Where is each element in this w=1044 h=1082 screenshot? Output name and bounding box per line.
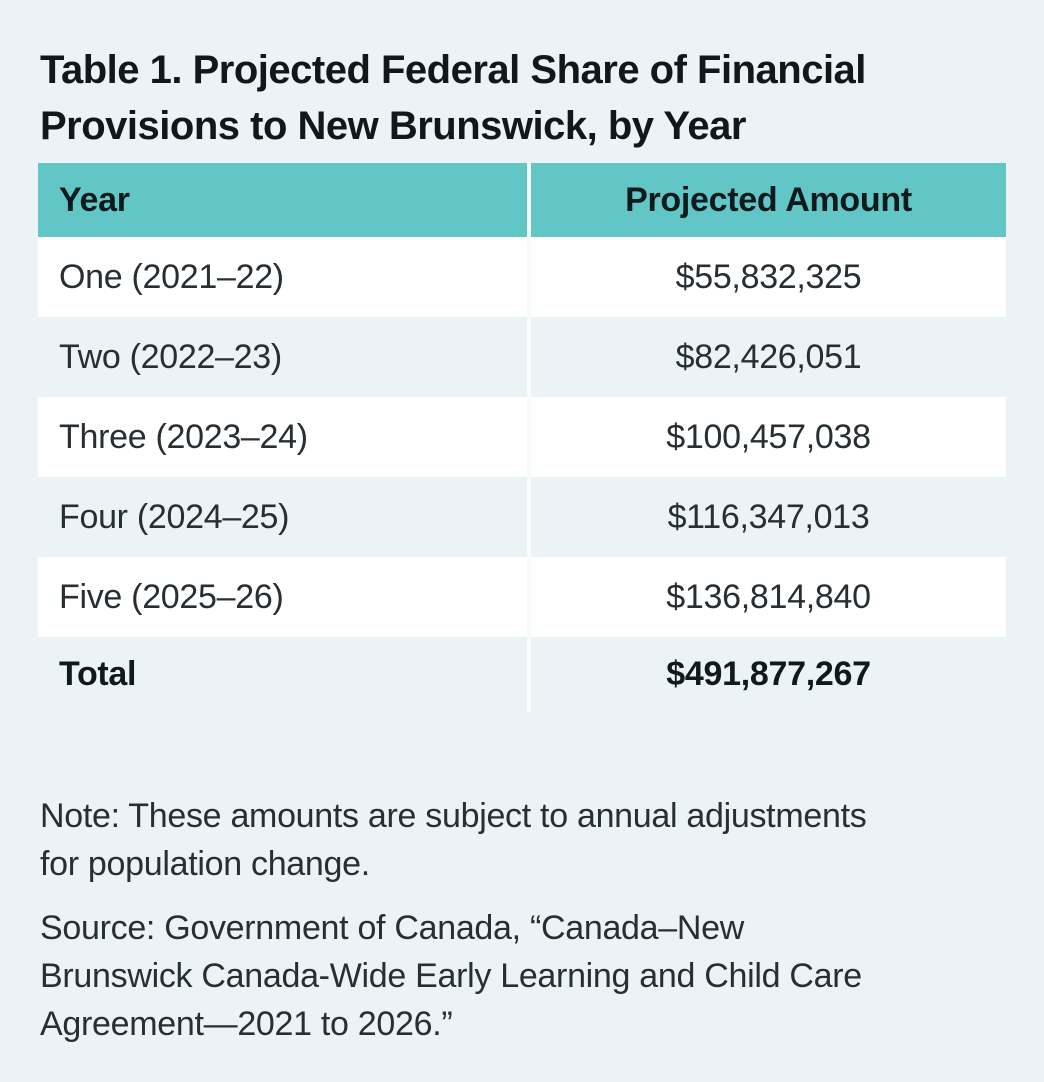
source-line-2: Brunswick Canada-Wide Early Learning and… (40, 957, 862, 995)
cell-amount: $55,832,325 (675, 257, 862, 296)
cell-year: Three (2023–24) (59, 417, 308, 456)
column-divider (527, 397, 531, 477)
note-line-2: for population change. (40, 845, 370, 883)
column-divider (527, 557, 531, 637)
column-divider (527, 637, 531, 712)
note-text: Note: These amounts are subject to annua… (40, 792, 1010, 888)
table-row: Two (2022–23) $82,426,051 (38, 317, 1006, 397)
table-row: Five (2025–26) $136,814,840 (38, 557, 1006, 637)
source-line-1: Source: Government of Canada, “Canada–Ne… (40, 909, 744, 947)
column-divider (527, 477, 531, 557)
note-line-1: Note: These amounts are subject to annua… (40, 797, 867, 835)
total-amount: $491,877,267 (666, 655, 871, 693)
cell-amount: $136,814,840 (666, 577, 871, 616)
header-cell-projected-amount: Projected Amount (625, 180, 912, 219)
table-title-line-1: Table 1. Projected Federal Share of Fina… (40, 48, 866, 92)
column-divider (527, 237, 531, 317)
cell-year: One (2021–22) (59, 257, 284, 296)
cell-year: Two (2022–23) (59, 337, 282, 376)
cell-year: Five (2025–26) (59, 577, 284, 616)
table-row: One (2021–22) $55,832,325 (38, 237, 1006, 317)
source-text: Source: Government of Canada, “Canada–Ne… (40, 904, 1010, 1048)
column-divider (527, 317, 531, 397)
source-line-3: Agreement—2021 to 2026.” (40, 1005, 453, 1043)
header-cell-year: Year (59, 180, 130, 219)
total-label: Total (59, 655, 137, 693)
data-table: Year Projected Amount One (2021–22) $55,… (38, 163, 1006, 712)
table-row: Three (2023–24) $100,457,038 (38, 397, 1006, 477)
table-title-line-2: Provisions to New Brunswick, by Year (40, 104, 746, 148)
table-total-row: Total $491,877,267 (38, 637, 1006, 712)
cell-amount: $100,457,038 (666, 417, 871, 456)
column-divider (527, 163, 531, 237)
cell-year: Four (2024–25) (59, 497, 290, 536)
cell-amount: $82,426,051 (675, 337, 862, 376)
table-title: Table 1. Projected Federal Share of Fina… (40, 42, 1008, 154)
cell-amount: $116,347,013 (667, 497, 870, 536)
table-row: Four (2024–25) $116,347,013 (38, 477, 1006, 557)
table-header-row: Year Projected Amount (38, 163, 1006, 237)
